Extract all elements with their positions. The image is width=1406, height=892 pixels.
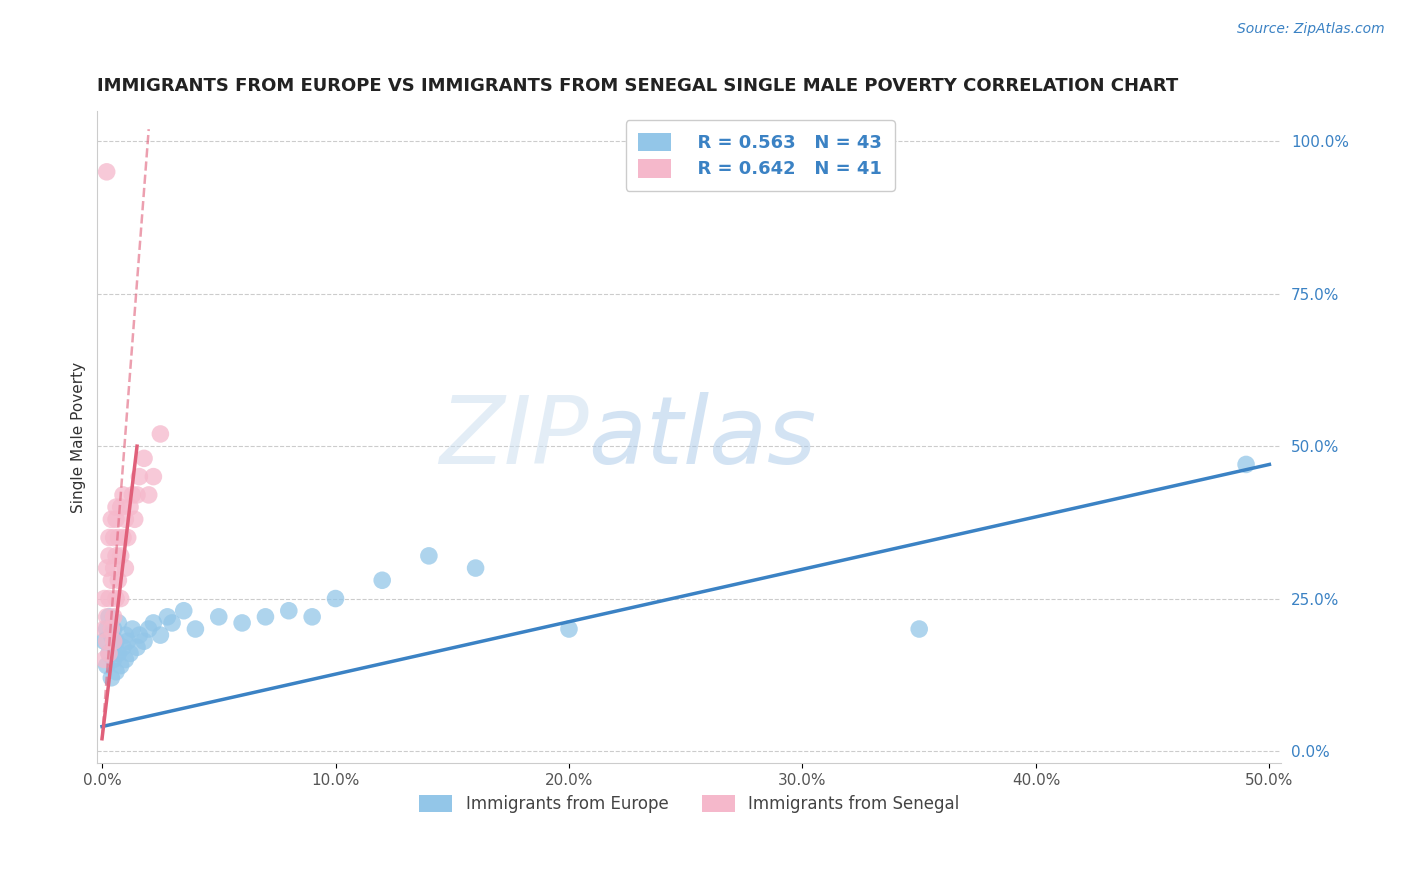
Point xyxy=(103,622,125,636)
Point xyxy=(1234,458,1257,472)
Point xyxy=(103,652,125,666)
Point xyxy=(98,610,121,624)
Point xyxy=(132,634,155,648)
Point xyxy=(93,634,115,648)
Point xyxy=(110,658,132,673)
Point xyxy=(325,591,347,606)
Point xyxy=(93,652,115,666)
Point xyxy=(110,500,132,515)
Point xyxy=(132,451,155,466)
Point xyxy=(103,640,125,655)
Point xyxy=(114,652,136,666)
Point xyxy=(98,647,121,661)
Point xyxy=(208,610,231,624)
Point xyxy=(96,658,118,673)
Text: ZIP: ZIP xyxy=(439,392,589,483)
Point xyxy=(107,647,129,661)
Point xyxy=(96,634,118,648)
Point xyxy=(93,622,115,636)
Point xyxy=(558,622,581,636)
Point xyxy=(301,610,323,624)
Point xyxy=(93,591,115,606)
Point xyxy=(117,634,139,648)
Point xyxy=(121,488,143,502)
Point xyxy=(98,549,121,563)
Point xyxy=(124,512,146,526)
Point xyxy=(908,622,931,636)
Point xyxy=(103,610,125,624)
Point xyxy=(173,604,195,618)
Point xyxy=(105,500,128,515)
Legend: Immigrants from Europe, Immigrants from Senegal: Immigrants from Europe, Immigrants from … xyxy=(412,789,966,820)
Point xyxy=(254,610,277,624)
Point xyxy=(100,574,122,588)
Point xyxy=(105,665,128,679)
Point xyxy=(98,531,121,545)
Point xyxy=(138,622,160,636)
Point xyxy=(105,549,128,563)
Point xyxy=(110,549,132,563)
Point xyxy=(156,610,179,624)
Point xyxy=(105,512,128,526)
Point xyxy=(118,647,141,661)
Text: atlas: atlas xyxy=(589,392,817,483)
Point xyxy=(107,574,129,588)
Point xyxy=(107,615,129,630)
Point xyxy=(98,647,121,661)
Point xyxy=(371,574,394,588)
Point xyxy=(114,512,136,526)
Point xyxy=(464,561,486,575)
Point xyxy=(98,591,121,606)
Point xyxy=(112,640,135,655)
Point xyxy=(103,561,125,575)
Point xyxy=(117,531,139,545)
Point xyxy=(103,531,125,545)
Point xyxy=(118,500,141,515)
Point xyxy=(112,488,135,502)
Text: Source: ZipAtlas.com: Source: ZipAtlas.com xyxy=(1237,22,1385,37)
Y-axis label: Single Male Poverty: Single Male Poverty xyxy=(72,361,86,513)
Point xyxy=(96,610,118,624)
Point xyxy=(107,531,129,545)
Point xyxy=(142,615,165,630)
Point xyxy=(103,634,125,648)
Point xyxy=(128,469,150,483)
Point xyxy=(105,634,128,648)
Point xyxy=(149,628,172,642)
Point xyxy=(96,561,118,575)
Text: IMMIGRANTS FROM EUROPE VS IMMIGRANTS FROM SENEGAL SINGLE MALE POVERTY CORRELATIO: IMMIGRANTS FROM EUROPE VS IMMIGRANTS FRO… xyxy=(97,78,1178,95)
Point xyxy=(125,488,148,502)
Point xyxy=(418,549,440,563)
Point xyxy=(110,591,132,606)
Point xyxy=(114,628,136,642)
Point xyxy=(128,628,150,642)
Point xyxy=(231,615,253,630)
Point xyxy=(138,488,160,502)
Point xyxy=(100,622,122,636)
Point xyxy=(100,671,122,685)
Point xyxy=(121,622,143,636)
Point xyxy=(112,531,135,545)
Point xyxy=(160,615,183,630)
Point xyxy=(142,469,165,483)
Point xyxy=(149,427,172,442)
Point xyxy=(184,622,207,636)
Point xyxy=(100,512,122,526)
Point xyxy=(125,640,148,655)
Point xyxy=(114,561,136,575)
Point xyxy=(96,165,118,179)
Point xyxy=(277,604,299,618)
Point xyxy=(96,622,118,636)
Point xyxy=(100,628,122,642)
Point xyxy=(105,591,128,606)
